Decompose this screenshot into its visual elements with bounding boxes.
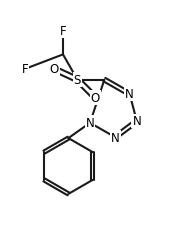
Text: N: N [86,117,94,130]
Text: N: N [132,115,141,128]
Text: N: N [111,131,120,144]
Text: F: F [60,25,66,38]
Text: O: O [49,63,59,76]
Text: N: N [125,88,134,101]
Text: F: F [22,63,28,76]
Text: S: S [74,74,81,87]
Text: O: O [91,92,100,105]
